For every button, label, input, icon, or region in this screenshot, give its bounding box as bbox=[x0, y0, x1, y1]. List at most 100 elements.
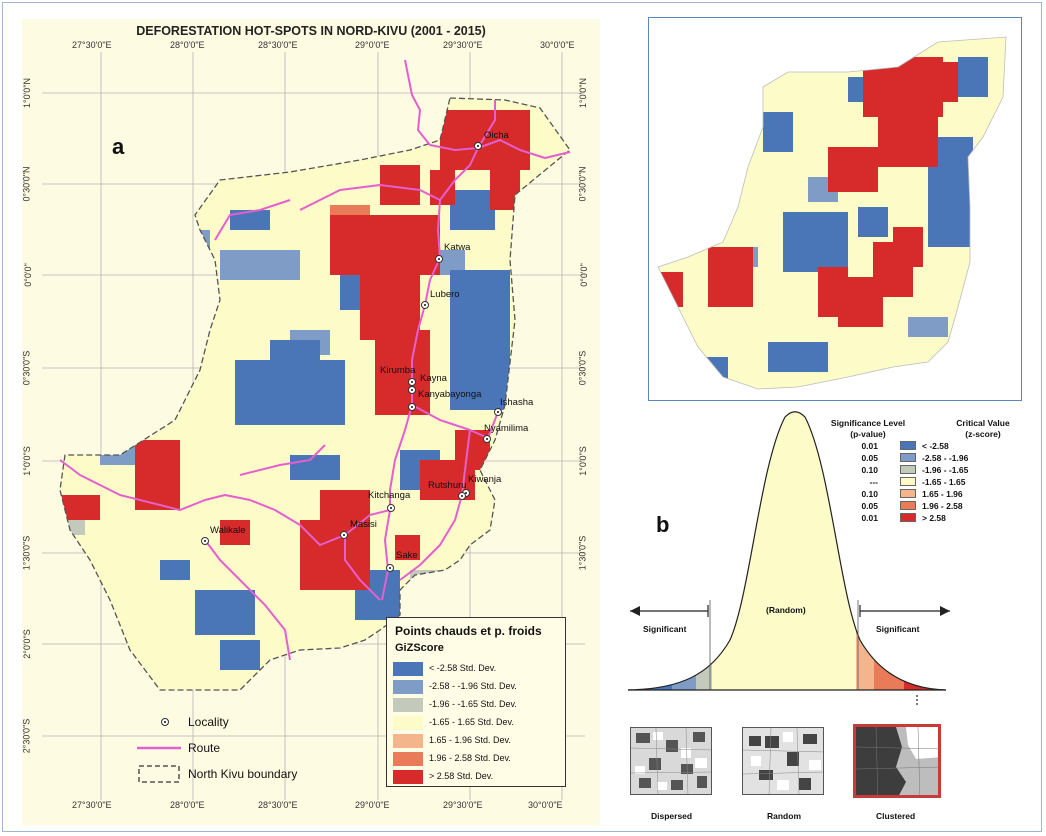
panel-b-label: b bbox=[656, 512, 670, 537]
locality-label: Masisi bbox=[350, 519, 377, 530]
gizscore-legend: Points chauds et p. froids GiZScore < -2… bbox=[386, 617, 566, 787]
legend-swatch bbox=[393, 752, 423, 766]
lat-tick-left: 1°0'0"S bbox=[21, 446, 32, 476]
locality-label: Katwa bbox=[444, 242, 471, 253]
sig-swatch bbox=[900, 501, 916, 510]
key-locality-label: Locality bbox=[188, 715, 229, 729]
locality-marker bbox=[474, 142, 482, 150]
lon-tick-bottom: 27°30'0"E bbox=[72, 800, 112, 810]
locality-marker bbox=[494, 408, 502, 416]
locality-marker bbox=[408, 386, 416, 394]
significant-right-label: Significant bbox=[876, 624, 920, 634]
locality-marker bbox=[458, 492, 466, 500]
normal-distribution-curve bbox=[627, 411, 950, 705]
sig-swatch bbox=[900, 489, 916, 498]
random-pattern-thumbnail bbox=[742, 727, 824, 795]
locality-label: Sake bbox=[396, 550, 418, 561]
z-score: -2.58 - -1.96 bbox=[922, 453, 969, 463]
lat-tick-right: 0°30'0"S bbox=[577, 350, 588, 386]
lon-tick-top: 30°0'0"E bbox=[540, 40, 575, 50]
gi-z-surface bbox=[60, 98, 570, 690]
lon-tick-bottom: 30°0'0"E bbox=[528, 800, 563, 810]
legend-class-label: -2.58 - -1.96 Std. Dev. bbox=[429, 681, 517, 691]
significance-level-header: Significance Level (p-value) bbox=[830, 418, 906, 439]
locality-label: Oicha bbox=[484, 130, 509, 141]
z-score: 1.65 - 1.96 bbox=[922, 489, 963, 499]
locality-label: Lubero bbox=[430, 289, 460, 300]
lon-tick-top: 29°0'0"E bbox=[355, 40, 390, 50]
lat-tick-left: 2°30'0"S bbox=[21, 718, 32, 754]
map-title: DEFORESTATION HOT-SPOTS IN NORD-KIVU (20… bbox=[136, 24, 486, 38]
lat-tick-right: 1°30'0"S bbox=[577, 535, 588, 571]
legend-title: Points chauds et p. froids bbox=[395, 624, 542, 638]
lat-tick-right: 0°0'0" bbox=[578, 263, 589, 287]
sig-swatch bbox=[900, 465, 916, 474]
legend-swatch bbox=[393, 770, 423, 784]
lon-tick-bottom: 28°0'0"E bbox=[170, 800, 205, 810]
p-value: 0.10 bbox=[861, 489, 878, 499]
legend-class-label: > 2.58 Std. Dev. bbox=[429, 771, 494, 781]
legend-swatch bbox=[393, 716, 423, 730]
legend-subtitle: GiZScore bbox=[395, 642, 444, 654]
locality-key-icon bbox=[161, 718, 169, 726]
locality-label: Rutshuru bbox=[428, 480, 467, 491]
lat-tick-left: 1°30'0"S bbox=[21, 535, 32, 571]
locality-marker bbox=[421, 301, 429, 309]
locality-marker bbox=[483, 435, 491, 443]
lat-tick-left: 1°0'0"N bbox=[22, 77, 33, 109]
locality-marker bbox=[435, 255, 443, 263]
lon-tick-top: 28°30'0"E bbox=[258, 40, 298, 50]
legend-class-label: < -2.58 Std. Dev. bbox=[429, 663, 497, 673]
lon-tick-bottom: 28°30'0"E bbox=[258, 800, 298, 810]
p-value: --- bbox=[869, 477, 879, 487]
p-value: 0.05 bbox=[861, 453, 878, 463]
legend-swatch bbox=[393, 662, 423, 676]
critical-value-header: Critical Value (z-score) bbox=[956, 418, 1010, 439]
lat-tick-left: 0°30'0"N bbox=[21, 166, 32, 202]
pattern-label-dispersed: Dispersed bbox=[651, 811, 693, 821]
locality-label: Kiwanja bbox=[468, 474, 502, 485]
boundary-key-icon bbox=[138, 765, 180, 783]
lat-tick-left: 0°0'0" bbox=[22, 263, 33, 287]
dispersed-pattern-thumbnail bbox=[630, 727, 712, 795]
locality-label: Nyamilima bbox=[484, 423, 529, 434]
lon-tick-bottom: 29°30'0"E bbox=[443, 800, 483, 810]
z-score: -1.96 - -1.65 bbox=[922, 465, 969, 475]
pattern-label-random: Random bbox=[767, 811, 801, 821]
pattern-label-clustered: Clustered bbox=[876, 811, 916, 821]
legend-swatch bbox=[393, 698, 423, 712]
locality-label: Kayna bbox=[420, 373, 447, 384]
locality-marker bbox=[201, 537, 209, 545]
lon-tick-top: 28°0'0"E bbox=[170, 40, 205, 50]
legend-class-label: 1.96 - 2.58 Std. Dev. bbox=[429, 753, 511, 763]
locality-marker bbox=[408, 378, 416, 386]
z-score: -1.65 - 1.65 bbox=[922, 477, 966, 487]
lon-tick-top: 29°30'0"E bbox=[443, 40, 483, 50]
p-value: 0.01 bbox=[861, 513, 878, 523]
locality-label: Kanyabayonga bbox=[418, 389, 482, 400]
lon-tick-top: 27°30'0"E bbox=[72, 40, 112, 50]
legend-swatch bbox=[393, 680, 423, 694]
sig-swatch bbox=[900, 477, 916, 486]
sig-swatch bbox=[900, 513, 916, 522]
clustered-pattern-thumbnail bbox=[853, 724, 941, 798]
route-key-icon bbox=[137, 746, 181, 750]
lat-tick-left: 0°30'0"S bbox=[21, 350, 32, 386]
key-route-label: Route bbox=[188, 741, 221, 755]
lat-tick-right: 1°0'0"S bbox=[577, 446, 588, 476]
locality-marker bbox=[408, 403, 416, 411]
z-score: 1.96 - 2.58 bbox=[922, 501, 963, 511]
z-score: < -2.58 bbox=[922, 441, 949, 451]
locality-marker bbox=[386, 564, 394, 572]
locality-marker bbox=[387, 504, 395, 512]
locality-label: Walikale bbox=[210, 525, 246, 536]
locality-label: Ishasha bbox=[500, 397, 534, 408]
random-label: (Random) bbox=[766, 605, 806, 615]
sig-swatch bbox=[900, 441, 916, 450]
lon-tick-bottom: 29°0'0"E bbox=[355, 800, 390, 810]
locality-marker bbox=[340, 531, 348, 539]
locality-label: Kitchanga bbox=[368, 490, 411, 501]
legend-class-label: -1.65 - 1.65 Std. Dev. bbox=[429, 717, 514, 727]
